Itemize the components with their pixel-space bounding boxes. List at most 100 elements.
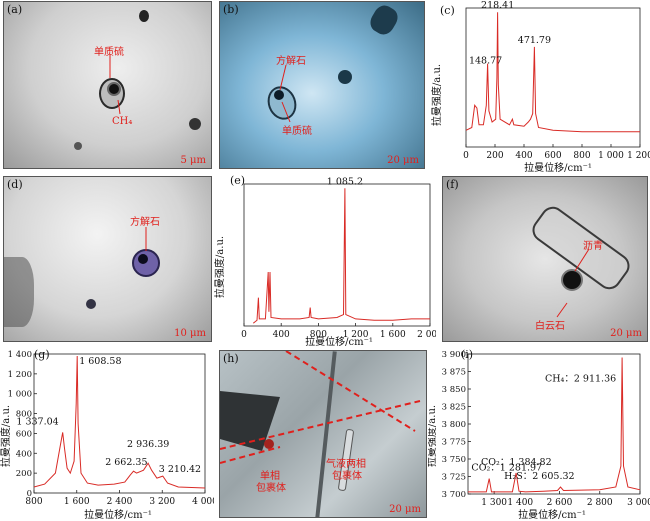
panel-label: (h) [223,352,239,365]
spectrum-line [468,357,641,493]
x-tick-label: 2 000 [417,330,436,340]
x-axis-label: 拉曼位移/cm⁻¹ [305,335,373,348]
panel-label: (e) [230,174,245,187]
x-tick-label: 1 300 [481,498,507,508]
annotation-lines [220,351,421,464]
y-tick-label: 3 775 [442,438,466,448]
y-tick-label: 3 900 [442,350,466,360]
x-tick-label: 1 200 [343,330,369,340]
panel-label: (d) [7,178,23,191]
annotation-arrows [279,64,291,123]
peak-label: 2 662.35 [105,457,147,468]
peak-label: 471.79 [518,35,551,46]
scale-bar: 20 μm [610,328,642,339]
x-tick-label: 400 [515,151,532,161]
y-axis-label: 拉曼强度/a.u. [428,405,438,467]
micrograph-f: (f) 沥青 白云石 20 μm [442,176,648,342]
annotation: 沥青 [583,241,603,252]
x-tick-label: 200 [486,151,503,161]
x-tick-label: 800 [25,497,42,507]
y-tick-label: 3 875 [442,368,466,378]
annotation: 方解石 [276,56,306,67]
panel-label: (g) [34,348,50,361]
spectrum-e-svg: (e) 拉曼强度/a.u. 拉曼位移/cm⁻¹ 0 400 800 1 200 1 60… [214,174,436,348]
spectrum-g: (g) 拉曼强度/a.u. 拉曼位移/cm⁻¹ 800 1 600 2 400 3 2… [0,344,214,521]
y-tick-label: 1 400 [8,350,32,360]
panel-label: (i) [461,348,473,361]
bubble [138,254,148,264]
spectrum-c-svg: (c) 拉曼强度/a.u. 拉曼位移/cm⁻¹ 0 200 400 600 800 1 0… [430,0,650,174]
x-axis-label: 拉曼位移/cm⁻¹ [84,508,152,521]
y-tick-label: 0 [27,489,32,499]
micrograph-d: (d) 方解石 10 μm [3,176,212,342]
shadow [4,257,34,327]
x-tick-label: 2 800 [587,498,613,508]
annotation-arrows [109,54,121,115]
micrograph-a: (a) 单质硫 CH₄ 5 μm [3,1,212,169]
scale-bar: 5 μm [180,155,206,166]
spectrum-i: (i) 拉曼强度/a.u. 拉曼位移/cm⁻¹ 1 300 1 400 2 600 2… [428,344,650,521]
annotation: 单相 [260,471,280,482]
inclusion [132,249,160,277]
x-tick-label: 1 400 [507,498,533,508]
y-tick-label: 600 [16,429,32,439]
bubble [274,90,284,100]
y-tick-label: 1 000 [8,390,32,400]
y-tick-label: 3 850 [442,385,466,395]
dark-spot [74,142,82,150]
x-axis-label: 拉曼位移/cm⁻¹ [518,508,586,521]
peak-label: 148.77 [469,56,502,67]
peak-label: 1 085.2 [327,176,363,187]
annotation: 气液两相 [326,459,366,470]
peak-label: 2 936.39 [127,439,169,450]
single-phase-inclusion [264,439,274,449]
peak-label: CO₂：1 384.82 [481,457,552,468]
dark-spot [189,118,201,130]
x-tick-label: 1 600 [64,497,90,507]
spectrum-i-svg: (i) 拉曼强度/a.u. 拉曼位移/cm⁻¹ 1 300 1 400 2 600 2… [428,348,650,521]
x-tick-label: 3 000 [627,498,650,508]
x-tick-label: 2 600 [547,498,573,508]
y-tick-label: 400 [16,449,32,459]
micrograph-h: (h) 单相 包裹体 气液两相 包裹体 20 μm [219,350,427,518]
annotation: 方解石 [130,217,160,228]
x-tick-label: 1 600 [380,330,406,340]
spectrum-c: (c) 拉曼强度/a.u. 拉曼位移/cm⁻¹ 0 200 400 600 800 1 0… [430,0,650,175]
y-axis-label: 拉曼强度/a.u. [430,64,443,126]
x-tick-label: 800 [310,330,327,340]
scale-bar: 20 μm [387,155,419,166]
peak-label: H₂S：2 605.32 [504,471,574,482]
annotation: 单质硫 [282,126,312,137]
annotation: 单质硫 [94,47,124,58]
x-axis-label: 拉曼位移/cm⁻¹ [524,161,592,174]
scale-bar: 20 μm [389,504,421,515]
spectrum-line [252,188,430,324]
scale-bar: 10 μm [174,328,206,339]
spectrum-e: (e) 拉曼强度/a.u. 拉曼位移/cm⁻¹ 0 400 800 1 200 1 60… [214,172,436,350]
y-axis-label: 拉曼强度/a.u. [0,405,12,467]
spectrum-g-svg: (g) 拉曼强度/a.u. 拉曼位移/cm⁻¹ 800 1 600 2 400 3 2… [0,348,214,521]
annotation: 包裹体 [256,483,286,494]
y-axis-label: 拉曼强度/a.u. [214,236,226,298]
x-tick-label: 3 200 [149,497,175,507]
panel-label: (c) [440,4,455,17]
x-tick-label: 0 [463,151,469,161]
panel-label: (b) [223,3,239,16]
panel-label: (a) [7,3,23,16]
plot-frame [465,7,641,148]
x-tick-label: 800 [573,151,590,161]
x-tick-label: 0 [241,330,247,340]
peak-label: 218.41 [481,0,514,11]
annotation: 白云石 [535,321,565,332]
y-tick-label: 1 200 [8,370,32,380]
peak-label: 3 210.42 [159,464,201,475]
spectrum-line [33,355,206,489]
y-tick-label: 3 750 [442,455,466,465]
peak-label: 1 608.58 [79,356,121,367]
dark-spot [86,299,96,309]
y-tick-label: 3 725 [442,473,466,483]
dark-spot [139,10,149,22]
annotation-arrows [556,248,590,318]
y-tick-label: 3 825 [442,403,466,413]
spectrum-line [465,12,640,133]
